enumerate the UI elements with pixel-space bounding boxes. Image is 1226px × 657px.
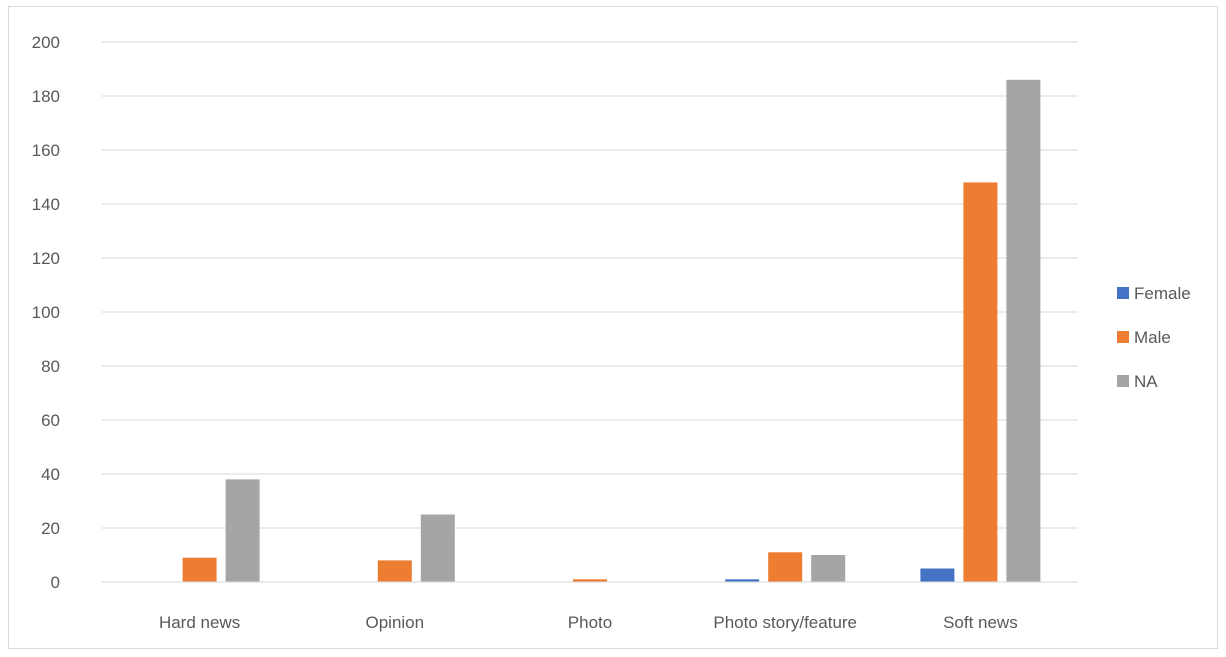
x-category-label: Soft news	[943, 613, 1018, 632]
x-category-label: Photo	[568, 613, 612, 632]
y-tick-label: 0	[51, 573, 60, 592]
y-tick-label: 20	[41, 519, 60, 538]
y-axis-ticks: 0 20 40 60 80 100 120 140 160 180 200	[32, 33, 60, 592]
y-tick-label: 200	[32, 33, 60, 52]
legend-label-female: Female	[1134, 284, 1191, 303]
legend-label-male: Male	[1134, 328, 1171, 347]
y-tick-label: 100	[32, 303, 60, 322]
bar-na-hard-news	[225, 479, 260, 582]
x-category-label: Photo story/feature	[713, 613, 857, 632]
bar-male-hard-news	[182, 557, 217, 582]
bars	[182, 79, 1041, 583]
bar-female-photo-story-feature	[725, 579, 760, 582]
y-tick-label: 120	[32, 249, 60, 268]
x-axis-categories: Hard news Opinion Photo Photo story/feature…	[159, 613, 1018, 632]
bar-male-photo-story-feature	[768, 552, 803, 582]
bar-male-photo	[573, 579, 607, 582]
legend-swatch-na	[1117, 375, 1129, 387]
legend-swatch-female	[1117, 287, 1129, 299]
x-category-label: Hard news	[159, 613, 240, 632]
legend-swatch-male	[1117, 331, 1129, 343]
bar-na-opinion	[420, 514, 455, 582]
x-category-label: Opinion	[365, 613, 424, 632]
y-tick-label: 140	[32, 195, 60, 214]
legend: Female Male NA	[1117, 284, 1191, 391]
y-tick-label: 80	[41, 357, 60, 376]
legend-label-na: NA	[1134, 372, 1158, 391]
bar-male-soft-news	[963, 182, 998, 582]
y-tick-label: 60	[41, 411, 60, 430]
bar-na-soft-news	[1006, 79, 1041, 583]
bar-male-opinion	[377, 560, 412, 582]
bar-female-soft-news	[920, 568, 955, 582]
y-tick-label: 180	[32, 87, 60, 106]
gridlines	[102, 41, 1078, 529]
y-tick-label: 40	[41, 465, 60, 484]
bar-na-photo-story-feature	[811, 555, 846, 582]
y-tick-label: 160	[32, 141, 60, 160]
